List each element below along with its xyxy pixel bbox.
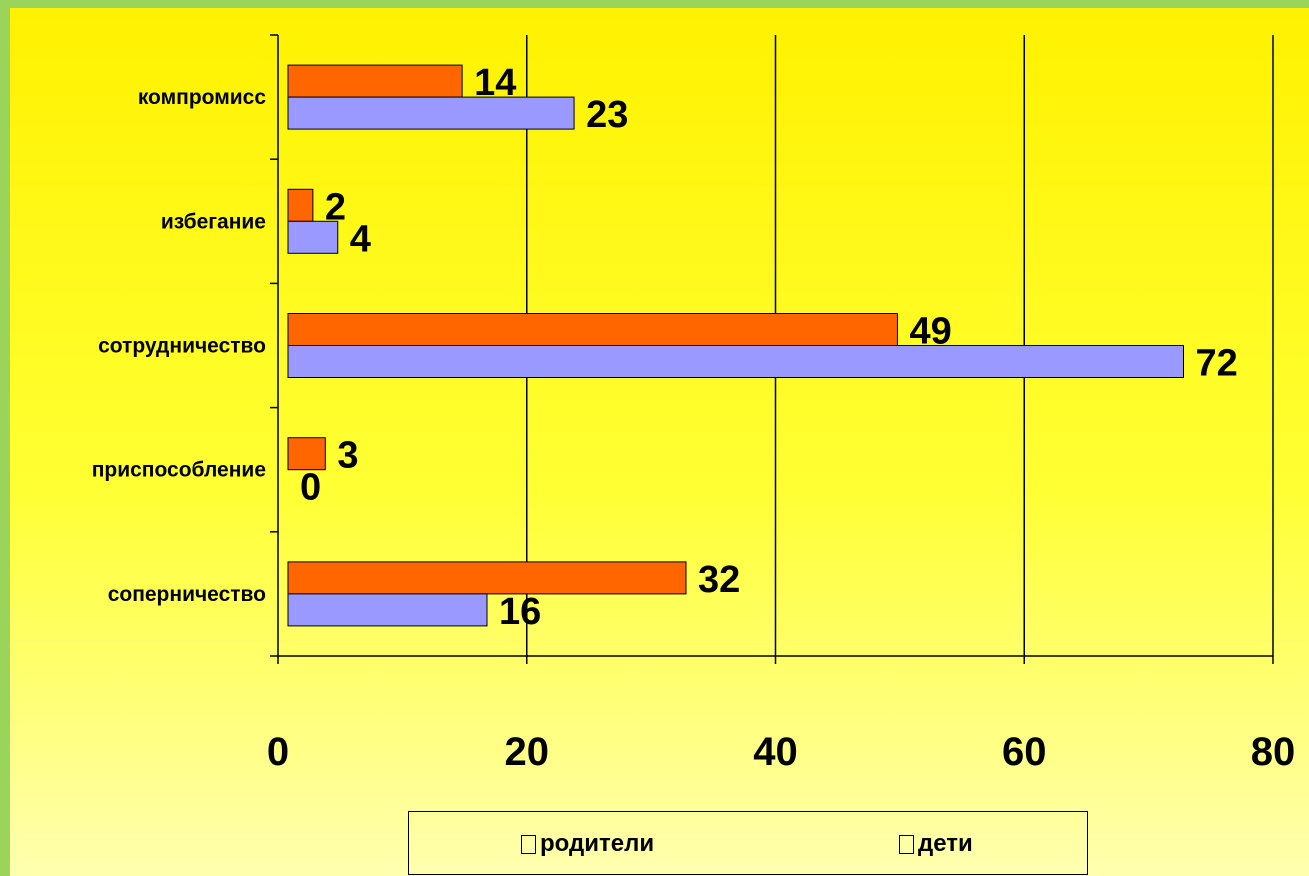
category-label: компромисс	[138, 86, 267, 109]
slide-background: 0 20 40 60 80 компромисс 14 23 избегание 2 4 сотруд…	[10, 8, 1309, 876]
bar-children	[287, 64, 463, 98]
category-label: сотрудничество	[98, 335, 266, 358]
bar-parents	[287, 96, 575, 130]
x-tick-label: 40	[753, 730, 798, 774]
bar-parents	[287, 220, 339, 254]
category-label: соперничество	[108, 583, 266, 606]
data-label: 72	[1196, 343, 1238, 385]
data-label: 3	[337, 435, 358, 477]
x-tick-label: 80	[1251, 730, 1296, 774]
legend-label-children: дети	[918, 830, 973, 857]
legend-swatch-parents	[521, 834, 536, 854]
legend-item-parents: родители	[521, 830, 654, 858]
legend-label-parents: родители	[540, 830, 655, 857]
legend-swatch-children	[899, 834, 914, 854]
bar-children	[287, 188, 314, 222]
legend: родители дети	[408, 811, 1088, 875]
legend-item-children: дети	[899, 830, 973, 858]
bar-children	[287, 437, 326, 471]
data-label: 2	[325, 186, 346, 228]
bar-parents	[287, 345, 1184, 378]
bar-parents	[287, 593, 488, 627]
x-tick-label: 60	[1002, 730, 1047, 774]
data-label: 32	[698, 559, 740, 601]
category-label: избегание	[161, 210, 266, 233]
data-label: 16	[499, 591, 541, 633]
data-label: 0	[300, 467, 321, 509]
x-tick-label: 0	[267, 730, 289, 774]
data-label: 23	[586, 94, 628, 136]
bar-children	[287, 561, 687, 595]
bar-children	[287, 313, 898, 346]
x-tick-label: 20	[505, 730, 550, 774]
category-label: приспособление	[92, 459, 266, 482]
data-label: 4	[350, 218, 371, 260]
